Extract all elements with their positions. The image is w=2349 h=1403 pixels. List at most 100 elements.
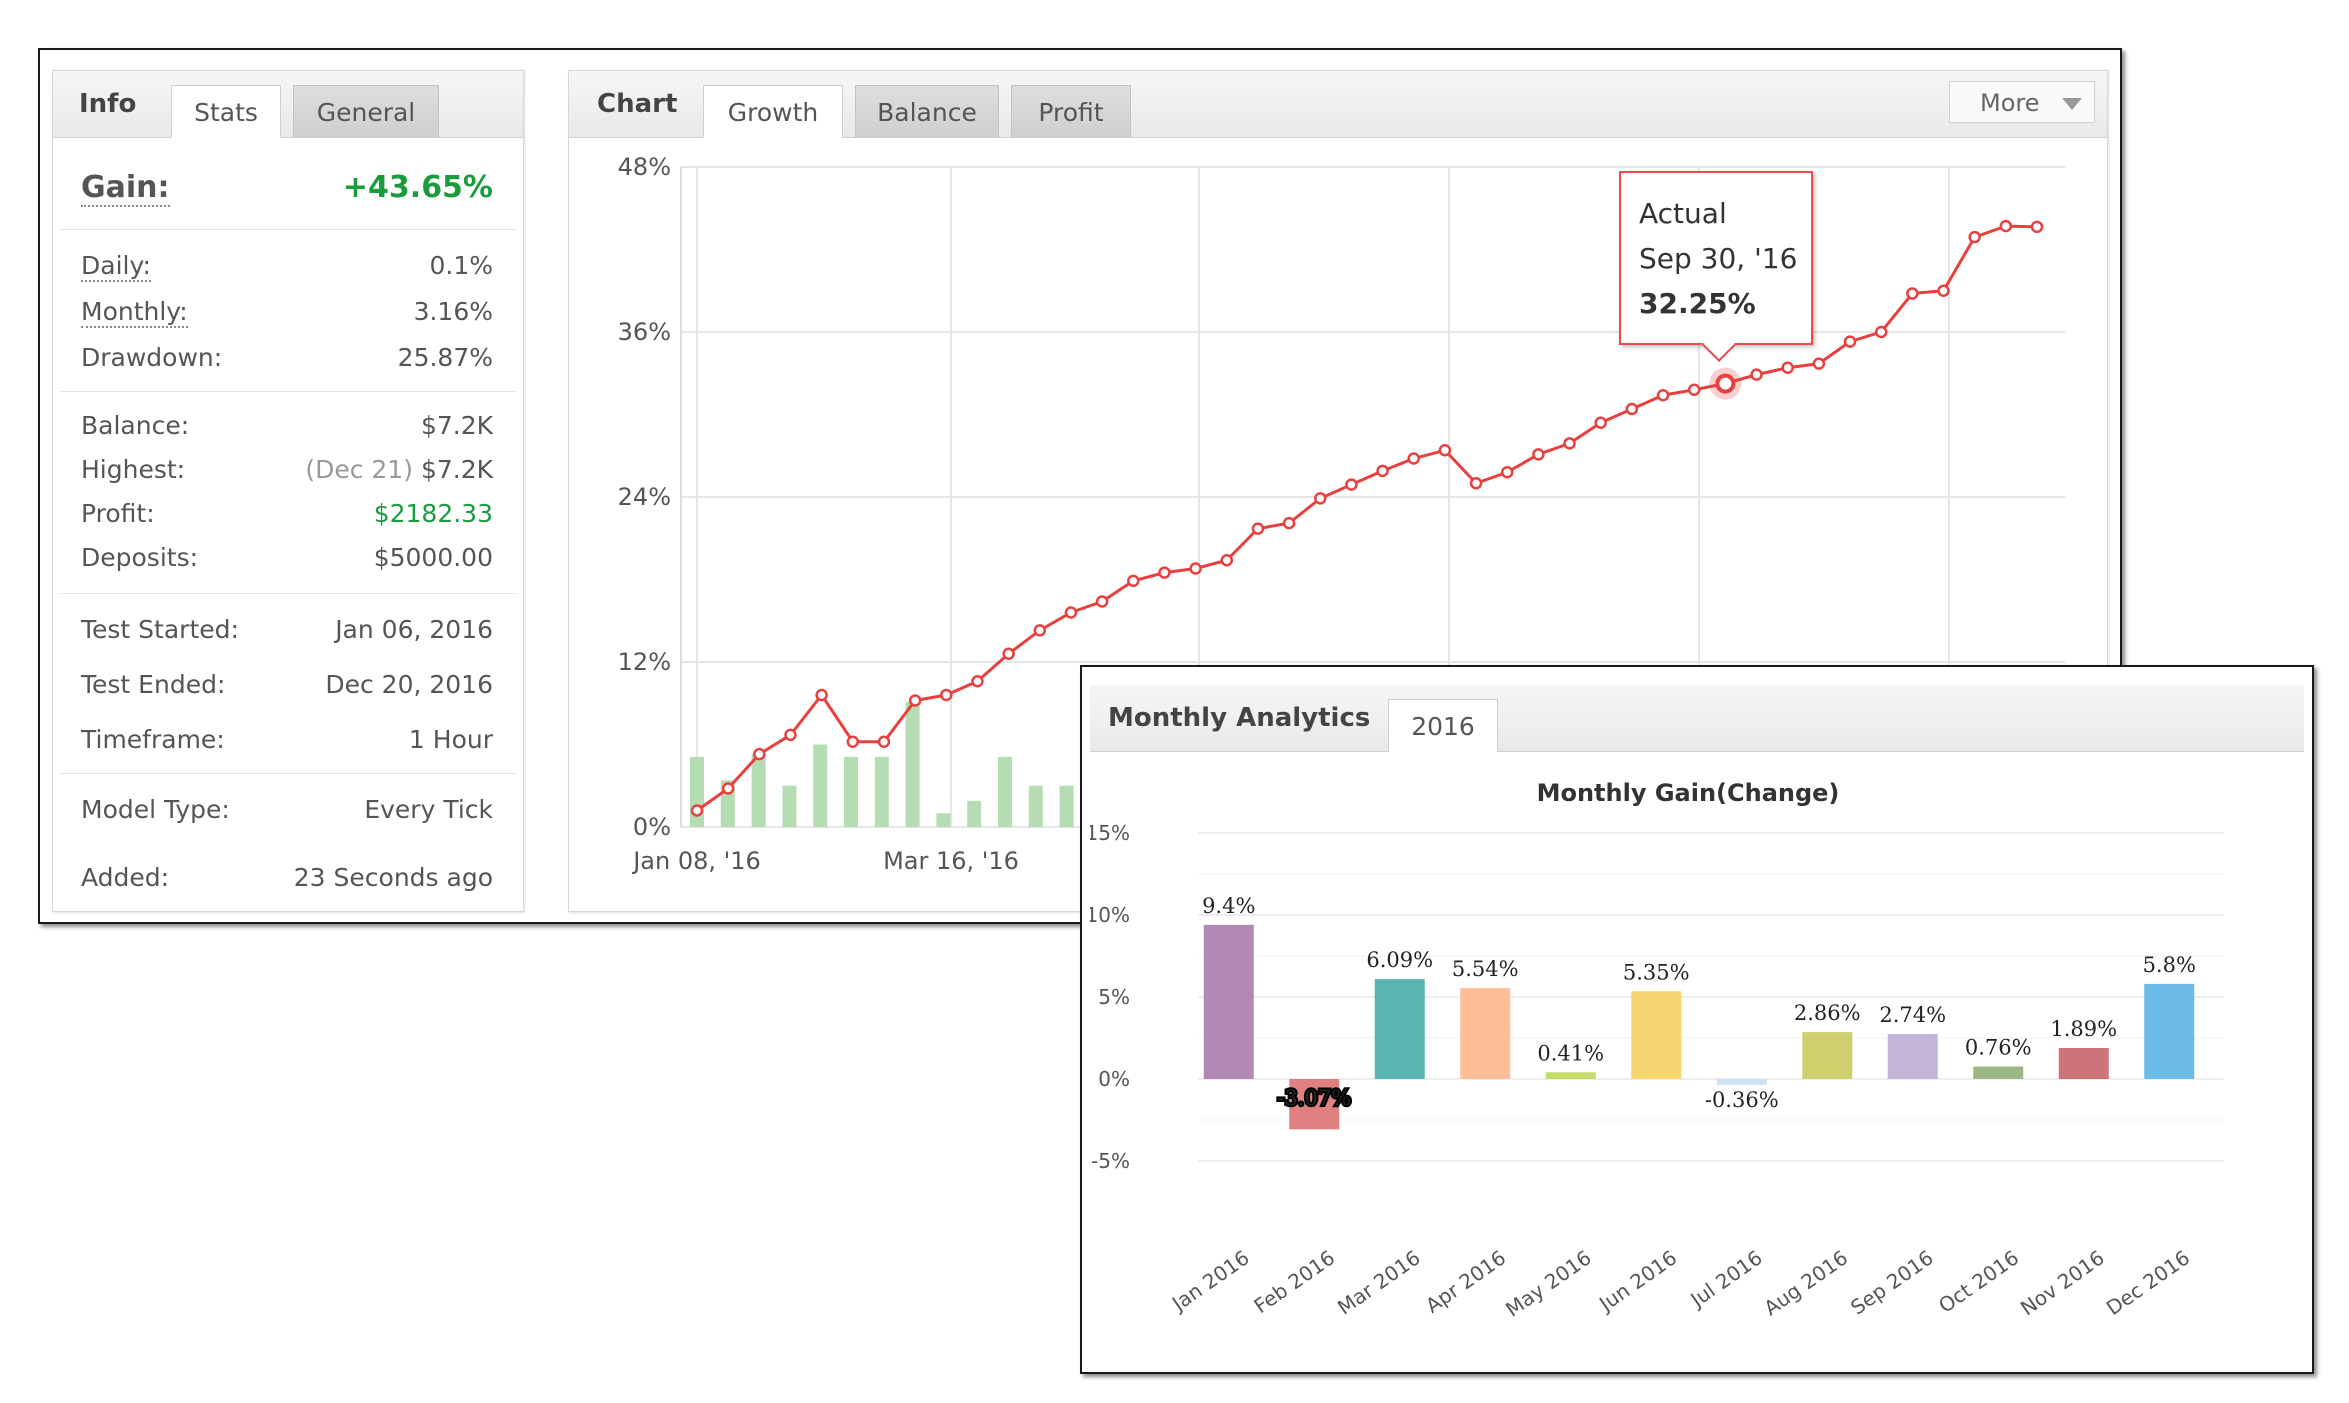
tab-general[interactable]: General [293, 85, 439, 137]
y-tick-label: 5% [1098, 985, 1130, 1009]
data-label: 9.4% [1202, 894, 1255, 918]
bar [844, 756, 858, 827]
data-point [1687, 383, 1701, 396]
month-bar [2058, 1048, 2109, 1079]
daily-label[interactable]: Daily: [81, 251, 151, 282]
deposits-value: $5000.00 [373, 543, 493, 572]
divider [61, 593, 515, 594]
data-point [1064, 606, 1078, 619]
y-tick-label: 10% [1090, 903, 1130, 927]
data-point [815, 688, 828, 702]
bar [967, 800, 982, 827]
data-point [1376, 464, 1389, 478]
data-label: 5.8% [2143, 953, 2196, 977]
tab-2016[interactable]: 2016 [1388, 699, 1498, 752]
x-tick-label: Mar 16, '16 [883, 847, 1019, 875]
bar [1059, 785, 1074, 827]
balance-row: Balance: $7.2K [81, 409, 493, 443]
tab-profit[interactable]: Profit [1011, 85, 1131, 137]
monthly-tabbar: Monthly Analytics 2016 [1090, 685, 2304, 752]
data-point [1314, 492, 1327, 505]
chevron-down-icon [2062, 98, 2082, 110]
monthly-row: Monthly: 3.16% [81, 295, 493, 329]
data-point [1999, 219, 2013, 233]
deposits-row: Deposits: $5000.00 [81, 541, 493, 575]
tab-stats[interactable]: Stats [171, 85, 281, 138]
bar [751, 754, 766, 827]
month-bar [1289, 1079, 1340, 1130]
model-type-value: Every Tick [364, 795, 493, 824]
data-point [1002, 647, 1015, 660]
x-tick-label: Sep 2016 [1846, 1245, 1938, 1319]
data-point [1532, 448, 1545, 461]
y-tick-label: 15% [1090, 821, 1130, 845]
data-point [1158, 566, 1171, 579]
data-point [1937, 284, 1950, 297]
month-bar [1374, 979, 1425, 1079]
data-point [1033, 624, 1047, 637]
monthly-value: 3.16% [413, 297, 493, 326]
data-point [1750, 368, 1763, 381]
tab-balance[interactable]: Balance [855, 85, 999, 137]
month-bar [1973, 1066, 2024, 1079]
x-tick-label: Aug 2016 [1759, 1245, 1852, 1320]
chart-tabbar: Chart Growth Balance Profit More [569, 71, 2107, 138]
data-point [1220, 554, 1234, 567]
data-label: 5.35% [1623, 960, 1690, 984]
bar [998, 756, 1012, 827]
data-point [1345, 478, 1358, 491]
data-point [1407, 452, 1420, 465]
data-label: -0.36% [1705, 1088, 1779, 1112]
highest-label: Highest: [81, 455, 186, 484]
divider [61, 229, 515, 230]
data-point [1127, 574, 1140, 588]
x-tick-label: May 2016 [1501, 1245, 1596, 1321]
deposits-label: Deposits: [81, 543, 199, 572]
tooltip-series: Actual [1639, 197, 1727, 230]
bar [936, 813, 951, 827]
data-point [1594, 416, 1607, 429]
info-tabbar: Info Stats General [53, 71, 523, 138]
y-tick-label: -5% [1091, 1149, 1130, 1173]
x-tick-label: Apr 2016 [1421, 1245, 1510, 1317]
more-dropdown[interactable]: More [1949, 81, 2095, 123]
data-point [1563, 437, 1576, 450]
month-bar [2144, 983, 2195, 1079]
month-bar [1802, 1032, 1853, 1079]
divider [61, 391, 515, 392]
data-point [1251, 522, 1265, 535]
tab-growth[interactable]: Growth [703, 85, 843, 138]
gain-label[interactable]: Gain: [81, 170, 170, 207]
data-label: 2.86% [1794, 1001, 1861, 1025]
model-type-row: Model Type: Every Tick [81, 793, 493, 827]
timeframe-row: Timeframe: 1 Hour [81, 723, 493, 757]
gain-value: +43.65% [342, 170, 493, 205]
profit-label: Profit: [81, 499, 155, 528]
test-ended-row: Test Ended: Dec 20, 2016 [81, 668, 493, 702]
x-tick-label: Jan 2016 [1166, 1245, 1254, 1316]
balance-value: $7.2K [420, 411, 493, 440]
monthly-panel: Monthly Analytics 2016 Monthly Gain(Chan… [1090, 685, 2304, 1364]
month-bar [1545, 1072, 1596, 1079]
info-title: Info [79, 89, 137, 119]
bar [813, 744, 828, 827]
x-tick-label: Oct 2016 [1934, 1245, 2023, 1317]
data-point [1812, 357, 1826, 370]
month-bar [1631, 991, 1682, 1079]
added-row: Added: 23 Seconds ago [81, 861, 493, 895]
data-point [908, 694, 922, 707]
drawdown-row: Drawdown: 25.87% [81, 341, 493, 375]
month-bar [1203, 924, 1254, 1079]
test-ended-value: Dec 20, 2016 [325, 670, 493, 699]
data-label: 2.74% [1879, 1003, 1946, 1027]
test-started-value: Jan 06, 2016 [335, 615, 493, 644]
month-bar [1460, 988, 1511, 1079]
monthly-label[interactable]: Monthly: [81, 297, 188, 328]
bar [874, 756, 889, 827]
timeframe-label: Timeframe: [81, 725, 225, 754]
gain-row: Gain: +43.65% [81, 167, 493, 209]
data-point [940, 688, 953, 702]
data-point [1625, 402, 1639, 416]
added-label: Added: [81, 863, 170, 892]
data-label: 0.76% [1965, 1036, 2032, 1060]
